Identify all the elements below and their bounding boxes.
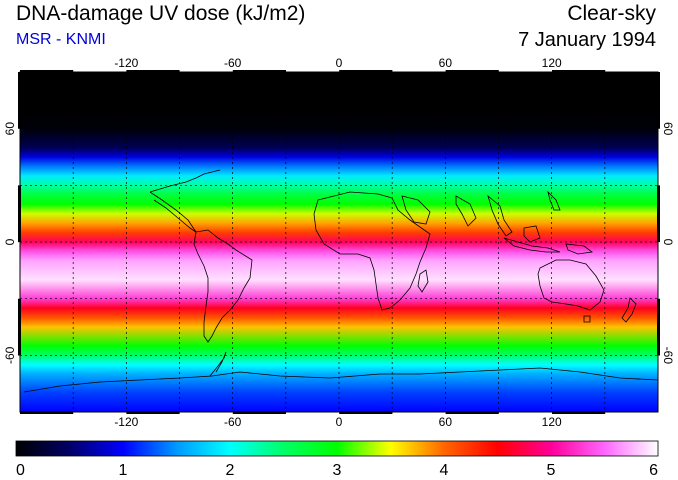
south-america-coastline	[193, 229, 253, 343]
lon-label-bottom: -60	[224, 415, 242, 429]
colorbar-tick-label: 2	[226, 462, 235, 479]
lon-label-top: 0	[336, 56, 343, 70]
colorbar-tick-label: 0	[16, 462, 25, 479]
lon-label-top: -120	[114, 56, 138, 70]
new-zealand-coastline	[621, 297, 637, 323]
colorbar-labels: 0 1 2 3 4 5 6	[16, 462, 658, 479]
arabia-coastline	[401, 195, 431, 225]
map-title: DNA-damage UV dose (kJ/m2)	[16, 2, 306, 25]
colorbar-tick-label: 4	[440, 462, 449, 479]
coastlines	[23, 169, 658, 393]
antarctic-peninsula-coastline	[209, 351, 227, 377]
antarctica-coastline	[23, 367, 658, 393]
longitude-labels-bottom: -120 -60 0 60 120	[114, 415, 562, 429]
latitude-labels-right: 60 0 -60	[661, 122, 675, 364]
colorbar-tick-label: 6	[649, 462, 658, 479]
lon-label-bottom: 60	[439, 415, 453, 429]
lat-label-right: -60	[661, 347, 675, 365]
madagascar-coastline	[417, 269, 429, 293]
indonesia-coastline	[503, 237, 561, 253]
lat-label-left: 0	[3, 238, 17, 245]
lon-label-bottom: 120	[542, 415, 562, 429]
date-label: 7 January 1994	[518, 29, 656, 51]
borneo-coastline	[523, 225, 541, 243]
japan-coastline	[547, 190, 561, 211]
source-label: MSR - KNMI	[16, 31, 106, 48]
north-america-coastline	[149, 169, 221, 193]
lon-label-top: 60	[439, 56, 453, 70]
australia-coastline	[537, 259, 605, 311]
new-guinea-coastline	[565, 243, 594, 255]
southeast-asia-coastline	[487, 194, 513, 237]
longitude-labels-top: -120 -60 0 60 120	[114, 56, 562, 70]
sky-condition-label: Clear-sky	[567, 2, 656, 25]
lon-label-top: 120	[542, 56, 562, 70]
colorbar	[15, 440, 659, 457]
lon-label-top: -60	[224, 56, 242, 70]
central-america-coastline	[149, 191, 197, 233]
lat-label-right: 0	[661, 239, 675, 246]
latitude-labels-left: 60 0 -60	[3, 122, 17, 364]
graticule	[20, 72, 658, 412]
lat-label-left: -60	[3, 346, 17, 364]
colorbar-tick-label: 1	[119, 462, 128, 479]
lon-label-bottom: -120	[114, 415, 138, 429]
lon-label-bottom: 0	[336, 415, 343, 429]
lat-label-right: 60	[661, 122, 675, 136]
axis-edge-bars	[18, 70, 660, 414]
lat-label-left: 60	[3, 122, 17, 136]
africa-coastline	[313, 191, 431, 311]
tasmania-coastline	[583, 315, 591, 323]
colorbar-tick-label: 5	[547, 462, 556, 479]
colorbar-tick-label: 3	[333, 462, 342, 479]
india-coastline	[455, 195, 477, 227]
